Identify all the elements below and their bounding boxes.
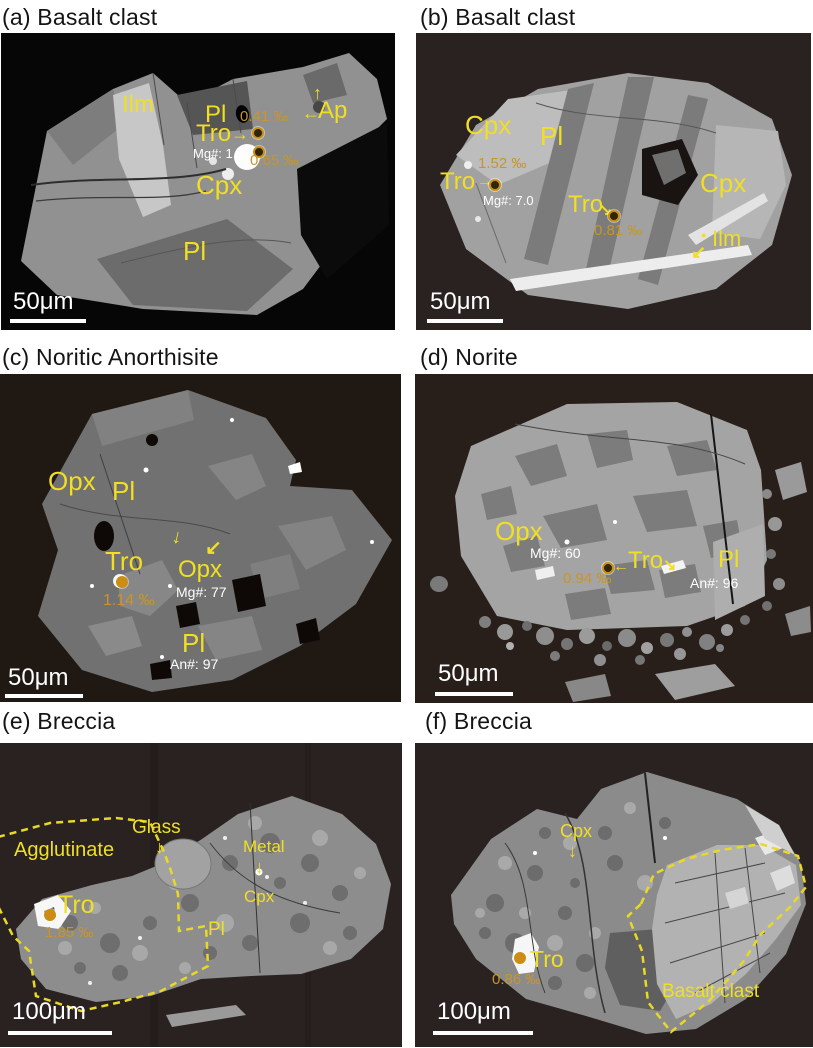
mineral-label-ilm: Ilm — [122, 91, 154, 118]
analysis-spot-marker — [116, 576, 128, 588]
arrow-down-left-icon: ↙ — [691, 242, 707, 262]
scale-bar-label: 50μm — [430, 288, 491, 315]
mineral-label-pl: Pl — [112, 476, 136, 506]
bse-image-a — [1, 33, 395, 330]
mineral-label-pl: Pl — [540, 121, 564, 151]
bse-image-f — [415, 743, 813, 1047]
bullet-dot-icon: ● — [701, 230, 707, 240]
analysis-spot-marker — [602, 562, 614, 574]
mineral-label-opx: Opx — [178, 556, 223, 583]
analysis-spot-marker — [44, 909, 56, 921]
scale-bar-label: 100μm — [437, 998, 511, 1025]
composition-info: An#: 97 — [170, 656, 219, 672]
bse-image-c — [0, 374, 401, 702]
scale-bar-label: 50μm — [8, 664, 69, 691]
reference-dot — [168, 584, 172, 588]
composition-info: Mg#: 60 — [530, 545, 581, 561]
analysis-spot-marker — [489, 179, 501, 191]
arrow-up-icon: ↑ — [313, 83, 322, 103]
analysis-spot-marker — [608, 210, 620, 222]
mineral-label-cpx: Cpx — [244, 887, 275, 906]
agglutinate-dashed-outline — [0, 816, 210, 1013]
mineral-label-tro: Tro — [440, 168, 476, 195]
isotope-value: 0.41 ‰ — [240, 108, 289, 125]
mineral-label-cpx: Cpx — [465, 110, 512, 140]
scale-bar — [433, 1031, 533, 1035]
isotope-value: 1.52 ‰ — [478, 155, 527, 172]
bse-image-d — [415, 374, 813, 703]
mineral-label-tro: Tro — [628, 547, 664, 574]
composition-info: Mg#: 77 — [176, 584, 227, 600]
arrow-left-icon: ← — [302, 103, 320, 123]
scale-bar — [435, 692, 513, 696]
mineral-label-pl: Pl — [208, 919, 225, 940]
scale-bar-label: 50μm — [438, 660, 499, 687]
isotope-value: 1.85 ‰ — [45, 924, 94, 941]
isotope-value: 0.81 ‰ — [594, 222, 643, 239]
panel-c-title: (c) Noritic Anorthisite — [2, 344, 219, 370]
region-label-basalt-clast: Basalt clast — [662, 981, 760, 1002]
mineral-label-tro: Tro — [105, 546, 144, 576]
analysis-spot-marker — [252, 127, 264, 139]
mineral-label-pl: Pl — [718, 546, 740, 573]
arrow-down-icon: ↓ — [155, 837, 164, 857]
scale-bar — [8, 1031, 112, 1035]
composition-info: Mg#: 7.0 — [483, 193, 534, 208]
panel-d-title: (d) Norite — [420, 344, 518, 370]
scale-bar — [427, 319, 503, 323]
bse-image-e — [0, 743, 402, 1047]
mineral-label-opx: Opx — [495, 516, 543, 546]
isotope-value: 1.14 ‰ — [103, 592, 155, 609]
panel-f-title: (f) Breccia — [425, 708, 532, 734]
scale-bar-label: 50μm — [13, 288, 74, 315]
mineral-label-tro: Tro — [530, 946, 564, 972]
basalt-clast-dashed-outline — [626, 842, 808, 1034]
region-label-glass: Glass — [132, 817, 181, 838]
region-label-agglutinate: Agglutinate — [14, 839, 115, 861]
isotope-value: 0.94 ‰ — [563, 570, 612, 587]
arrow-down-right-icon: ↘ — [663, 557, 677, 574]
region-label-metal: Metal — [243, 837, 285, 856]
arrow-down-icon: ↓ — [255, 857, 264, 877]
mineral-label-cpx: Cpx — [700, 168, 747, 198]
analysis-spot-marker — [253, 146, 265, 158]
arrow-down-icon: ↓ — [568, 841, 577, 861]
scale-bar — [10, 319, 86, 323]
mineral-label-ilm: Ilm — [712, 226, 742, 251]
mineral-label-ap: Ap — [318, 97, 348, 124]
composition-info: An#: 96 — [690, 575, 739, 591]
panel-e-title: (e) Breccia — [2, 708, 116, 734]
scale-bar — [5, 694, 83, 698]
reference-dot — [160, 655, 164, 659]
isotope-value: 0.86 ‰ — [492, 971, 541, 988]
mineral-label-tro: Tro — [196, 120, 232, 147]
mineral-label-tro: Tro — [568, 191, 604, 218]
rock-fragment-shape — [38, 390, 392, 692]
mineral-label-cpx: Cpx — [196, 170, 243, 200]
mineral-label-pl: Pl — [182, 628, 206, 658]
mineral-label-pl: Pl — [183, 236, 207, 266]
arrow-left-icon: ← — [613, 558, 629, 575]
mineral-label-opx: Opx — [48, 466, 96, 496]
isotope-value: 0.65 ‰ — [250, 152, 299, 169]
mineral-label-pl: Pl — [205, 101, 227, 128]
arrow-right-icon: → — [231, 124, 249, 144]
scale-bar-label: 100μm — [12, 998, 86, 1025]
panel-b-title: (b) Basalt clast — [420, 4, 576, 30]
panel-a-title: (a) Basalt clast — [2, 4, 158, 30]
analysis-spot-marker — [514, 952, 526, 964]
arrow-down-left-icon: ↙ — [205, 537, 222, 559]
bse-image-b — [416, 33, 811, 330]
mineral-label-cpx: Cpx — [560, 821, 593, 841]
composition-info: Mg#: 1.1 — [193, 146, 244, 161]
mineral-label-tro: Tro — [58, 891, 95, 919]
